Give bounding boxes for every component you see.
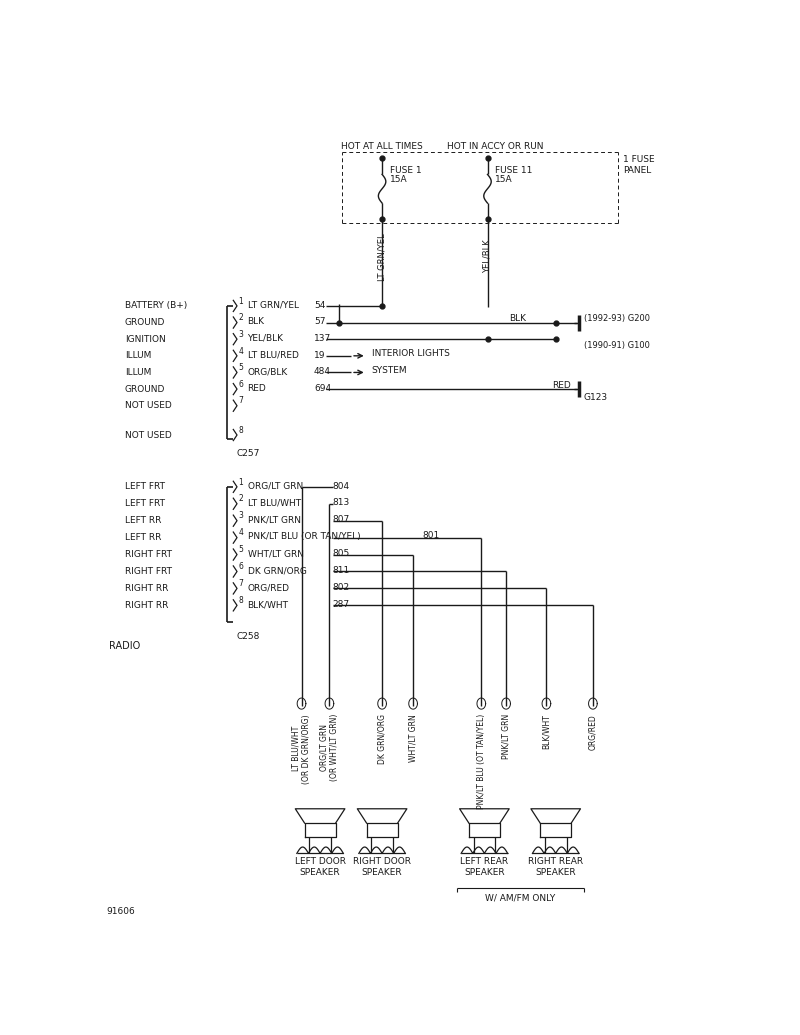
Text: 54: 54 [314,300,326,309]
Text: 57: 57 [314,318,326,326]
Text: LEFT FRT: LEFT FRT [125,482,165,492]
Text: 2: 2 [238,495,243,503]
Text: W/ AM/FM ONLY: W/ AM/FM ONLY [485,893,555,903]
Text: PNK/LT GRN: PNK/LT GRN [502,714,510,760]
Text: 1: 1 [238,477,243,486]
Text: PNK/LT GRN: PNK/LT GRN [247,515,301,525]
Text: G123: G123 [584,392,608,402]
Text: 7: 7 [238,580,243,588]
Text: 137: 137 [314,334,331,343]
Text: ILLUM: ILLUM [125,351,151,360]
Text: C257: C257 [237,449,260,457]
Text: 15A: 15A [495,176,513,184]
Text: RED: RED [553,381,571,389]
Text: 811: 811 [333,566,350,575]
Text: LT BLU/RED: LT BLU/RED [247,351,298,359]
Text: 3: 3 [238,330,243,338]
Text: RIGHT RR: RIGHT RR [125,584,168,593]
Text: ORG/BLK: ORG/BLK [247,367,288,376]
Text: LEFT REAR
SPEAKER: LEFT REAR SPEAKER [460,857,509,877]
Text: RIGHT DOOR
SPEAKER: RIGHT DOOR SPEAKER [353,857,411,877]
Text: BLK/WHT: BLK/WHT [247,600,289,609]
Text: LEFT DOOR
SPEAKER: LEFT DOOR SPEAKER [294,857,346,877]
Text: LT BLU/WHT
(OR DK GRN/ORG): LT BLU/WHT (OR DK GRN/ORG) [292,714,311,783]
Text: RIGHT FRT: RIGHT FRT [125,550,172,559]
Text: 6: 6 [238,562,243,571]
Text: 804: 804 [333,481,350,491]
Text: HOT AT ALL TIMES: HOT AT ALL TIMES [342,142,423,151]
Text: (1990-91) G100: (1990-91) G100 [584,342,650,350]
Text: RADIO: RADIO [110,642,141,651]
Text: BATTERY (B+): BATTERY (B+) [125,301,187,310]
Text: NOT USED: NOT USED [125,402,171,410]
Text: INTERIOR LIGHTS: INTERIOR LIGHTS [371,349,450,358]
Text: 694: 694 [314,384,331,393]
Text: 8: 8 [238,596,243,605]
Text: DK GRN/ORG: DK GRN/ORG [247,566,306,575]
Text: RIGHT REAR
SPEAKER: RIGHT REAR SPEAKER [528,857,583,877]
Text: ILLUM: ILLUM [125,368,151,377]
Text: YEL/BLK: YEL/BLK [247,334,283,343]
Text: 484: 484 [314,367,331,376]
Text: LT GRN/YEL: LT GRN/YEL [247,300,298,309]
Text: PANEL: PANEL [622,166,651,175]
Text: RED: RED [247,384,266,393]
Text: FUSE 11: FUSE 11 [495,166,532,175]
Text: 5: 5 [238,363,243,373]
Text: 805: 805 [333,550,350,558]
Text: PNK/LT BLU (OT TAN/YEL): PNK/LT BLU (OT TAN/YEL) [477,714,486,809]
Text: 287: 287 [333,600,350,609]
Text: C258: C258 [237,632,260,641]
Text: 807: 807 [333,515,350,525]
Text: NOT USED: NOT USED [125,431,171,440]
Text: ORG/RED: ORG/RED [589,714,598,749]
Text: 19: 19 [314,351,326,359]
Text: 3: 3 [238,511,243,521]
Text: 1: 1 [238,297,243,305]
Text: GROUND: GROUND [125,385,165,393]
Text: LEFT RR: LEFT RR [125,516,161,525]
Text: 91606: 91606 [106,907,135,916]
Text: PNK/LT BLU (OR TAN/YEL): PNK/LT BLU (OR TAN/YEL) [247,532,360,541]
Text: LEFT FRT: LEFT FRT [125,499,165,508]
Text: YEL/BLK: YEL/BLK [483,239,492,272]
Text: ORG/LT GRN: ORG/LT GRN [247,481,303,491]
Text: 8: 8 [238,425,243,435]
Text: BLK/WHT: BLK/WHT [542,714,551,748]
Text: 4: 4 [238,347,243,356]
Text: 802: 802 [333,583,350,592]
Text: ORG/LT GRN
(OR WHT/LT GRN): ORG/LT GRN (OR WHT/LT GRN) [320,714,339,781]
Text: ORG/RED: ORG/RED [247,583,290,592]
Text: 7: 7 [238,396,243,406]
Text: 2: 2 [238,314,243,322]
Text: DK GRN/ORG: DK GRN/ORG [378,714,386,764]
Text: FUSE 1: FUSE 1 [390,166,421,175]
Text: GROUND: GROUND [125,318,165,327]
Text: 15A: 15A [390,176,407,184]
Text: RIGHT RR: RIGHT RR [125,601,168,610]
Text: WHT/LT GRN: WHT/LT GRN [247,550,303,558]
Text: 813: 813 [333,499,350,507]
Text: IGNITION: IGNITION [125,334,166,344]
Text: RIGHT FRT: RIGHT FRT [125,567,172,576]
Text: (1992-93) G200: (1992-93) G200 [584,314,650,323]
Text: LT BLU/WHT: LT BLU/WHT [247,499,301,507]
Text: WHT/LT GRN: WHT/LT GRN [409,714,418,762]
Text: SYSTEM: SYSTEM [371,365,407,375]
Text: 4: 4 [238,528,243,537]
Text: 1 FUSE: 1 FUSE [622,155,654,164]
Text: 5: 5 [238,545,243,555]
Text: 6: 6 [238,380,243,389]
Text: LEFT RR: LEFT RR [125,533,161,542]
Text: BLK: BLK [247,318,265,326]
Text: 801: 801 [422,531,440,539]
Text: BLK: BLK [510,314,526,323]
Text: LT GRN/YEL: LT GRN/YEL [378,234,386,282]
Text: HOT IN ACCY OR RUN: HOT IN ACCY OR RUN [446,142,543,151]
